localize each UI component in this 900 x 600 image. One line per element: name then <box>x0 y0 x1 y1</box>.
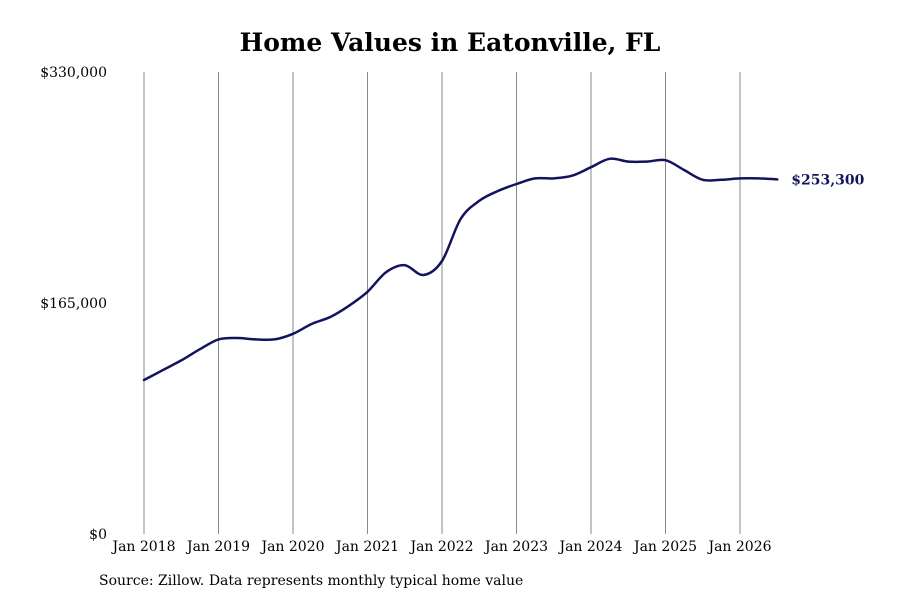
latest-value-label: $253,300 <box>791 172 864 188</box>
chart-title: Home Values in Eatonville, FL <box>239 28 661 57</box>
x-tick-label: Jan 2023 <box>483 539 548 555</box>
home-value-line <box>142 157 779 382</box>
y-tick-label: $330,000 <box>40 65 107 81</box>
x-tick-label: Jan 2019 <box>185 539 250 555</box>
x-tick-label: Jan 2024 <box>557 539 622 555</box>
x-tick-label: Jan 2026 <box>706 539 771 555</box>
x-axis-ticks: Jan 2018 Jan 2019 Jan 2020 Jan 2021 Jan 2022… <box>110 539 771 555</box>
x-tick-label: Jan 2020 <box>259 539 324 555</box>
x-tick-label: Jan 2022 <box>408 539 473 555</box>
y-tick-label: $165,000 <box>40 296 107 312</box>
y-axis-ticks: $0 $165,000 $330,000 <box>40 65 107 543</box>
x-tick-label: Jan 2025 <box>632 539 697 555</box>
y-tick-label: $0 <box>89 527 107 543</box>
x-tick-label: Jan 2018 <box>110 539 175 555</box>
x-tick-label: Jan 2021 <box>334 539 399 555</box>
grid-lines <box>143 72 741 534</box>
source-note: Source: Zillow. Data represents monthly … <box>99 573 524 589</box>
